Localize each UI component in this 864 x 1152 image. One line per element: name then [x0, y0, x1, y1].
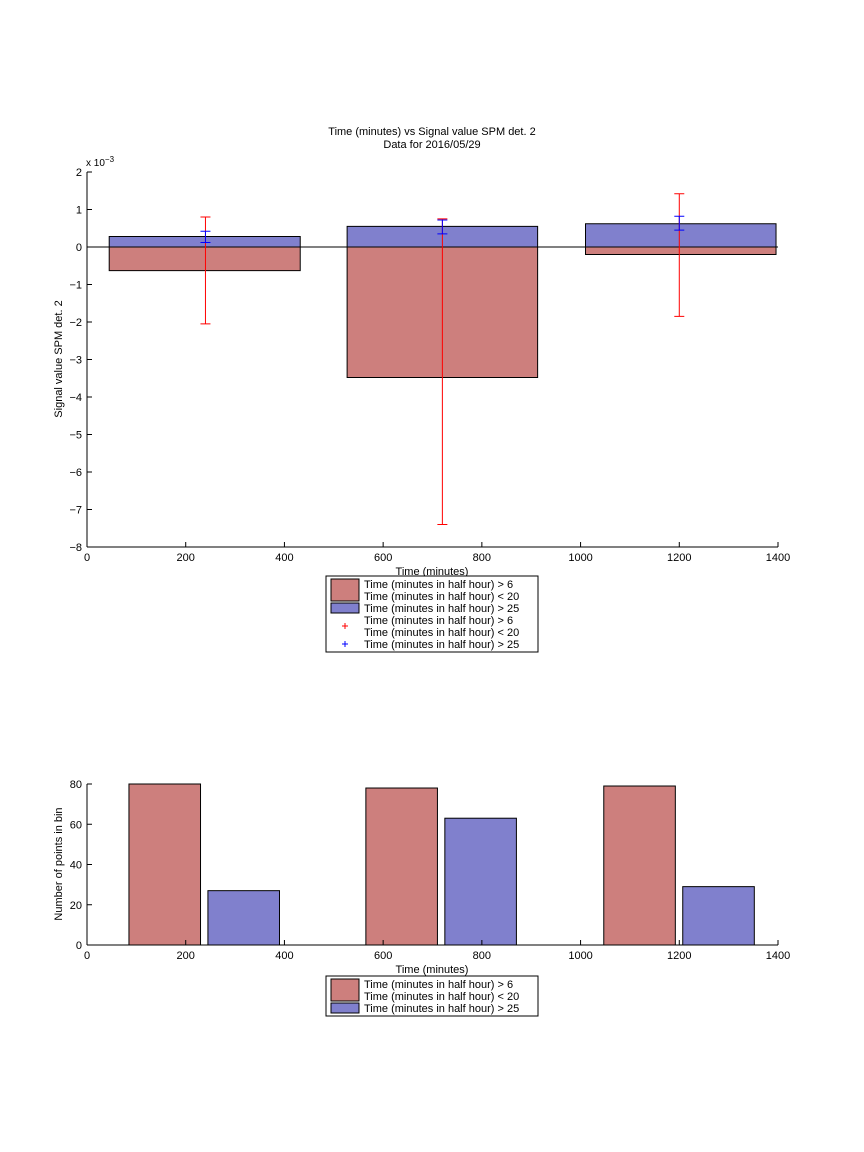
y-tick-label: −1: [69, 280, 82, 292]
bar-blue: [682, 886, 755, 946]
legend-box: [325, 975, 539, 1017]
y-tick-label: −3: [69, 355, 82, 367]
legend-label: Time (minutes in half hour) > 6: [364, 615, 513, 627]
chart1-exponent-power: −3: [105, 155, 115, 164]
legend-label: Time (minutes in half hour) > 25: [364, 1003, 519, 1015]
y-tick-label: −2: [69, 317, 82, 329]
legend-label: Time (minutes in half hour) < 20: [364, 991, 519, 1003]
x-tick-label: 600: [374, 950, 392, 962]
x-tick-label: 1000: [568, 552, 592, 564]
x-tick-label: 1200: [667, 950, 691, 962]
chart1-subtitle: Data for 2016/05/29: [383, 139, 480, 151]
y-tick-label: −8: [69, 542, 82, 554]
y-tick-label: −4: [69, 392, 82, 404]
y-tick-label: 0: [76, 940, 82, 952]
x-tick-label: 800: [473, 552, 491, 564]
x-tick-label: 0: [84, 950, 90, 962]
x-tick-label: 1200: [667, 552, 691, 564]
y-tick-label: −6: [69, 467, 82, 479]
x-tick-label: 400: [275, 552, 293, 564]
legend-patch-red: [330, 978, 360, 1002]
bar-red: [365, 787, 438, 946]
y-tick-label: 1: [76, 205, 82, 217]
bar-red: [108, 246, 301, 272]
x-tick-label: 0: [84, 552, 90, 564]
chart2-xlabel: Time (minutes): [396, 964, 469, 976]
x-tick-label: 800: [473, 950, 491, 962]
legend-patch-blue: [330, 602, 360, 614]
y-tick-label: −7: [69, 505, 82, 517]
legend-label: Time (minutes in half hour) > 25: [364, 603, 519, 615]
legend-label: Time (minutes in half hour) > 25: [364, 639, 519, 651]
y-tick-label: 80: [70, 779, 82, 791]
legend-box: [325, 575, 539, 653]
x-tick-label: 600: [374, 552, 392, 564]
legend-label: Time (minutes in half hour) < 20: [364, 627, 519, 639]
y-tick-label: −5: [69, 430, 82, 442]
y-tick-label: 0: [76, 242, 82, 254]
chart1-exponent-label: x 10−3: [86, 155, 115, 169]
legend-label: Time (minutes in half hour) < 20: [364, 591, 519, 603]
legend-label: Time (minutes in half hour) > 6: [364, 579, 513, 591]
y-tick-label: 20: [70, 900, 82, 912]
x-tick-label: 400: [275, 950, 293, 962]
chart1-xlabel: Time (minutes): [396, 566, 469, 578]
legend-patch-blue: [330, 1002, 360, 1014]
bar-blue: [585, 223, 777, 248]
y-tick-label: 60: [70, 819, 82, 831]
x-tick-label: 200: [177, 552, 195, 564]
bar-blue: [108, 236, 301, 248]
chart1-title: Time (minutes) vs Signal value SPM det. …: [328, 126, 535, 138]
bar-red: [585, 246, 777, 255]
y-tick-label: 40: [70, 860, 82, 872]
y-tick-label: 2: [76, 167, 82, 179]
chart2-ylabel: Number of points in bin: [53, 807, 65, 920]
x-tick-label: 1400: [766, 552, 790, 564]
x-tick-label: 200: [177, 950, 195, 962]
x-tick-label: 1000: [568, 950, 592, 962]
legend-label: Time (minutes in half hour) > 6: [364, 979, 513, 991]
bar-blue: [444, 817, 517, 946]
bar-red: [603, 785, 676, 946]
bar-red: [128, 783, 202, 946]
chart1-ylabel: Signal value SPM det. 2: [53, 300, 65, 417]
bar-blue: [207, 890, 280, 946]
chart1-exponent-base: x 10: [86, 158, 105, 169]
x-tick-label: 1400: [766, 950, 790, 962]
legend-patch-red: [330, 578, 360, 602]
